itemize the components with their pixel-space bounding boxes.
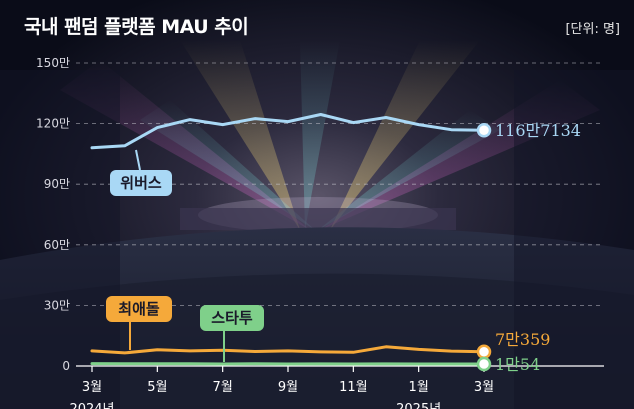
series-badge-2: [200, 305, 264, 331]
series-line-0: [90, 113, 486, 150]
y-tick-label: 30만: [44, 298, 70, 312]
series-line-1: [90, 345, 486, 355]
x-tick-label: 5월: [147, 380, 167, 395]
series-name-2: 스타투: [211, 309, 253, 327]
series-badge-0: [110, 170, 172, 196]
y-tick-label: 90만: [44, 177, 70, 191]
x-year-label: 2025년: [396, 402, 441, 409]
series-end-value-2: 1만54: [495, 355, 540, 374]
series-endpoint-0: [476, 122, 492, 138]
series-badge-1: [106, 296, 172, 322]
series-end-value-1: 7만359: [495, 330, 550, 349]
x-tick-label: 3월: [82, 380, 102, 395]
y-tick-label: 60만: [44, 238, 70, 252]
x-year-label: 2024년: [69, 402, 114, 409]
series-endpoint-2: [476, 356, 492, 372]
y-tick-label: 150만: [36, 56, 70, 70]
leader-line-0: [135, 149, 141, 171]
series-endpoint-1: [476, 344, 492, 360]
series-end-value-0: 116만7134: [495, 121, 581, 140]
x-tick-label: 11월: [339, 380, 368, 395]
unit-label: [단위: 명]: [565, 22, 620, 37]
y-tick-label: 0: [62, 359, 70, 373]
series-name-1: 최애돌: [118, 300, 160, 318]
chart-title: 국내 팬덤 플랫폼 MAU 추이: [24, 16, 249, 38]
series-name-0: 위버스: [120, 174, 162, 192]
x-tick-label: 1월: [409, 380, 429, 395]
x-tick-label: 7월: [213, 380, 233, 395]
x-tick-label: 3월: [474, 380, 494, 395]
y-tick-label: 120만: [36, 117, 70, 131]
x-tick-label: 9월: [278, 380, 298, 395]
